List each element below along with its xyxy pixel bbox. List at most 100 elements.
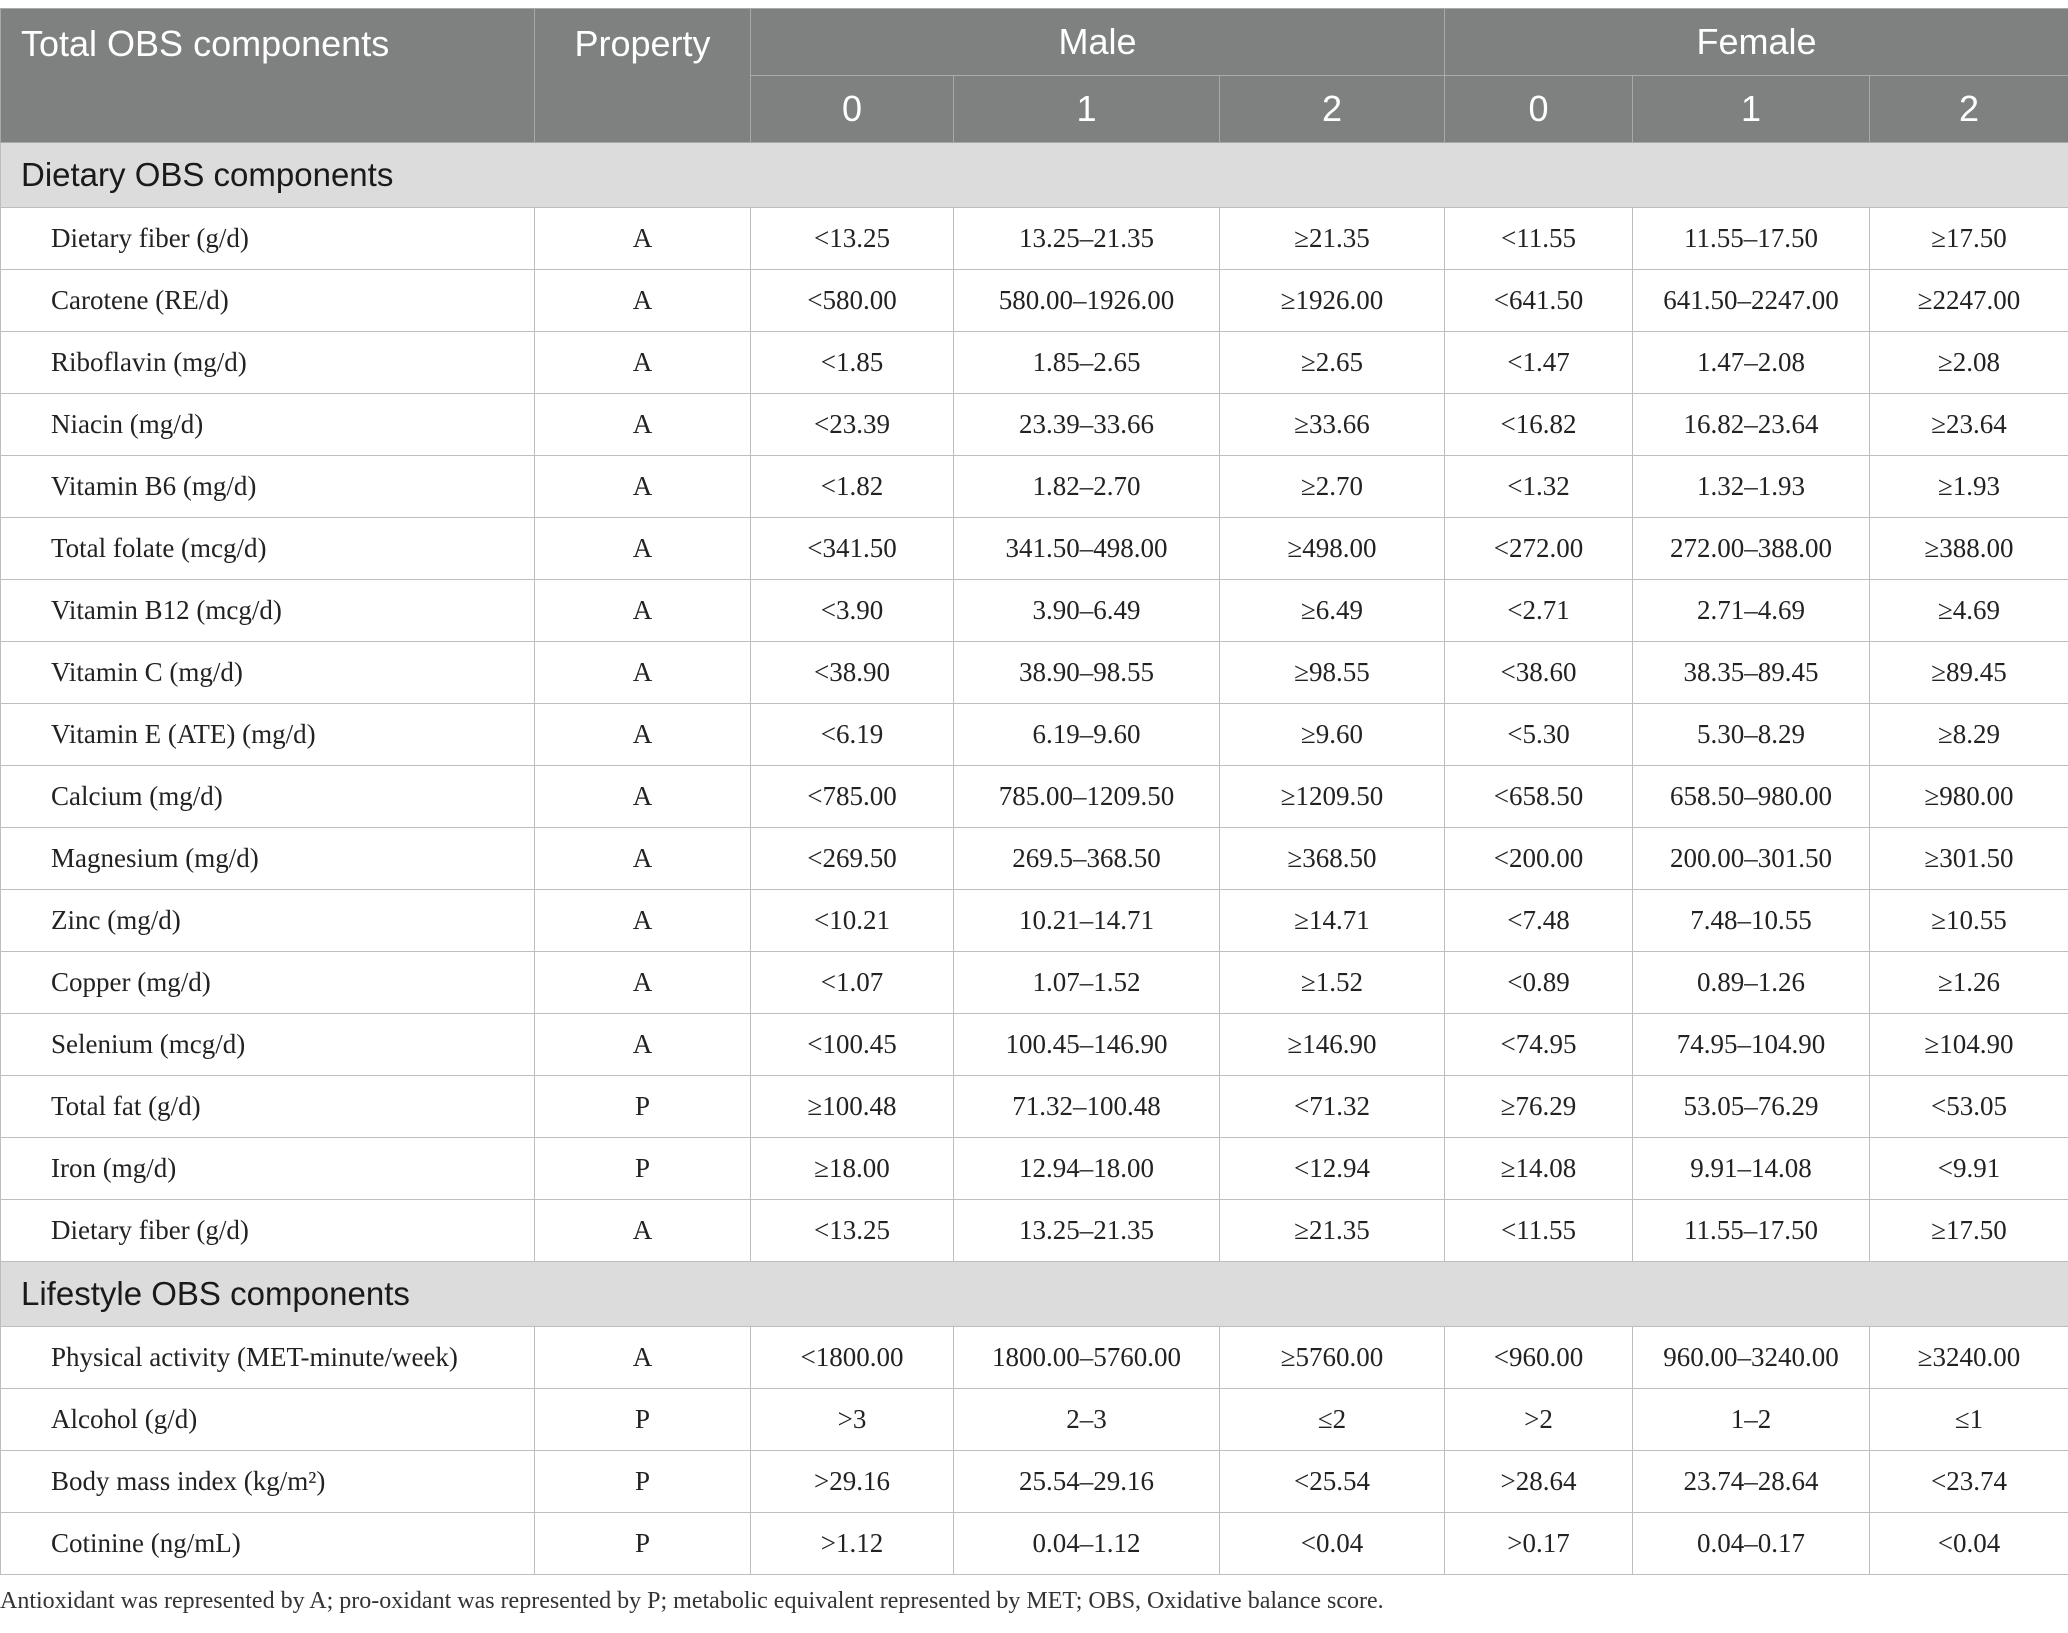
- female-0-cell: <11.55: [1444, 207, 1633, 270]
- male-2-cell: ≥6.49: [1219, 579, 1445, 642]
- table-row: Physical activity (MET-minute/week) A <180…: [0, 1326, 2068, 1389]
- table-row: Selenium (mcg/d) A <100.45 100.45–146.90 ≥14…: [0, 1013, 2068, 1076]
- property-cell: P: [534, 1388, 751, 1451]
- male-2-cell: ≥1926.00: [1219, 269, 1445, 332]
- female-2-cell: ≥4.69: [1868, 579, 2068, 642]
- female-2-cell: ≥3240.00: [1868, 1326, 2068, 1389]
- male-2-cell: ≥5760.00: [1219, 1326, 1445, 1389]
- female-1-cell: 658.50–980.00: [1632, 765, 1870, 828]
- male-0-cell: >1.12: [750, 1512, 954, 1575]
- property-cell: A: [534, 517, 751, 580]
- female-0-cell: <38.60: [1444, 641, 1633, 704]
- header-male: Male: [750, 8, 1445, 76]
- female-0-cell: >28.64: [1444, 1450, 1633, 1513]
- header-male-score-0: 0: [750, 75, 954, 143]
- component-name-cell: Zinc (mg/d): [0, 889, 535, 952]
- table-row: Vitamin B6 (mg/d) A <1.82 1.82–2.70 ≥2.70 <1.…: [0, 455, 2068, 518]
- male-1-cell: 6.19–9.60: [953, 703, 1220, 766]
- female-1-cell: 1.32–1.93: [1632, 455, 1870, 518]
- female-0-cell: ≥14.08: [1444, 1137, 1633, 1200]
- female-2-cell: ≥10.55: [1868, 889, 2068, 952]
- section-title: Lifestyle OBS components: [0, 1261, 2068, 1327]
- female-0-cell: <74.95: [1444, 1013, 1633, 1076]
- component-name-cell: Cotinine (ng/mL): [0, 1512, 535, 1575]
- male-1-cell: 3.90–6.49: [953, 579, 1220, 642]
- female-0-cell: <1.47: [1444, 331, 1633, 394]
- female-2-cell: ≥17.50: [1868, 1199, 2068, 1262]
- male-2-cell: ≥21.35: [1219, 1199, 1445, 1262]
- male-0-cell: <1800.00: [750, 1326, 954, 1389]
- male-2-cell: ≥98.55: [1219, 641, 1445, 704]
- female-1-cell: 53.05–76.29: [1632, 1075, 1870, 1138]
- male-2-cell: <25.54: [1219, 1450, 1445, 1513]
- male-0-cell: ≥18.00: [750, 1137, 954, 1200]
- male-2-cell: <71.32: [1219, 1075, 1445, 1138]
- table-row: Carotene (RE/d) A <580.00 580.00–1926.00 ≥19…: [0, 269, 2068, 332]
- male-1-cell: 38.90–98.55: [953, 641, 1220, 704]
- component-name-cell: Carotene (RE/d): [0, 269, 535, 332]
- male-2-cell: ≥2.70: [1219, 455, 1445, 518]
- table-footnote: Antioxidant was represented by A; pro-ox…: [0, 1588, 1384, 1614]
- male-0-cell: >3: [750, 1388, 954, 1451]
- male-1-cell: 12.94–18.00: [953, 1137, 1220, 1200]
- table-row: Iron (mg/d) P ≥18.00 12.94–18.00 <12.94 ≥14.0…: [0, 1137, 2068, 1200]
- property-cell: A: [534, 703, 751, 766]
- male-1-cell: 23.39–33.66: [953, 393, 1220, 456]
- male-0-cell: ≥100.48: [750, 1075, 954, 1138]
- male-1-cell: 1.85–2.65: [953, 331, 1220, 394]
- table-row: Dietary fiber (g/d) A <13.25 13.25–21.35 ≥21…: [0, 207, 2068, 270]
- male-2-cell: <0.04: [1219, 1512, 1445, 1575]
- component-name-cell: Total fat (g/d): [0, 1075, 535, 1138]
- section-row: Dietary OBS components: [0, 142, 2068, 208]
- female-2-cell: ≥23.64: [1868, 393, 2068, 456]
- female-0-cell: <0.89: [1444, 951, 1633, 1014]
- male-1-cell: 580.00–1926.00: [953, 269, 1220, 332]
- table-row: Body mass index (kg/m²) P >29.16 25.54–29.1…: [0, 1450, 2068, 1513]
- component-name-cell: Calcium (mg/d): [0, 765, 535, 828]
- female-2-cell: ≥89.45: [1868, 641, 2068, 704]
- male-1-cell: 25.54–29.16: [953, 1450, 1220, 1513]
- male-0-cell: <580.00: [750, 269, 954, 332]
- header-female: Female: [1443, 8, 2068, 76]
- table-row: Zinc (mg/d) A <10.21 10.21–14.71 ≥14.71 <7.48…: [0, 889, 2068, 952]
- male-1-cell: 71.32–100.48: [953, 1075, 1220, 1138]
- female-1-cell: 11.55–17.50: [1632, 207, 1870, 270]
- property-cell: A: [534, 579, 751, 642]
- header-female-score-0: 0: [1444, 75, 1633, 143]
- male-1-cell: 100.45–146.90: [953, 1013, 1220, 1076]
- female-2-cell: ≥2247.00: [1868, 269, 2068, 332]
- table-row: Vitamin C (mg/d) A <38.90 38.90–98.55 ≥98.55…: [0, 641, 2068, 704]
- male-1-cell: 13.25–21.35: [953, 1199, 1220, 1262]
- property-cell: A: [534, 827, 751, 890]
- property-cell: A: [534, 1326, 751, 1389]
- male-2-cell: ≥368.50: [1219, 827, 1445, 890]
- male-2-cell: ≥1209.50: [1219, 765, 1445, 828]
- property-cell: P: [534, 1137, 751, 1200]
- component-name-cell: Vitamin C (mg/d): [0, 641, 535, 704]
- male-1-cell: 1800.00–5760.00: [953, 1326, 1220, 1389]
- female-2-cell: ≥1.26: [1868, 951, 2068, 1014]
- header-female-score-2: 2: [1868, 75, 2068, 143]
- male-2-cell: ≥498.00: [1219, 517, 1445, 580]
- component-name-cell: Physical activity (MET-minute/week): [0, 1326, 535, 1389]
- table-row: Copper (mg/d) A <1.07 1.07–1.52 ≥1.52 <0.89 0.…: [0, 951, 2068, 1014]
- female-1-cell: 9.91–14.08: [1632, 1137, 1870, 1200]
- female-0-cell: <16.82: [1444, 393, 1633, 456]
- female-2-cell: <23.74: [1868, 1450, 2068, 1513]
- male-2-cell: ≥1.52: [1219, 951, 1445, 1014]
- male-2-cell: ≥14.71: [1219, 889, 1445, 952]
- property-cell: A: [534, 889, 751, 952]
- property-cell: P: [534, 1450, 751, 1513]
- property-cell: A: [534, 331, 751, 394]
- male-2-cell: ≥9.60: [1219, 703, 1445, 766]
- component-name-cell: Vitamin E (ATE) (mg/d): [0, 703, 535, 766]
- property-cell: A: [534, 765, 751, 828]
- property-cell: A: [534, 641, 751, 704]
- male-0-cell: <1.07: [750, 951, 954, 1014]
- table-row: Niacin (mg/d) A <23.39 23.39–33.66 ≥33.66 <16…: [0, 393, 2068, 456]
- female-2-cell: ≥980.00: [1868, 765, 2068, 828]
- female-2-cell: ≥17.50: [1868, 207, 2068, 270]
- male-1-cell: 0.04–1.12: [953, 1512, 1220, 1575]
- female-2-cell: ≥301.50: [1868, 827, 2068, 890]
- table-row: Vitamin E (ATE) (mg/d) A <6.19 6.19–9.60 ≥9.…: [0, 703, 2068, 766]
